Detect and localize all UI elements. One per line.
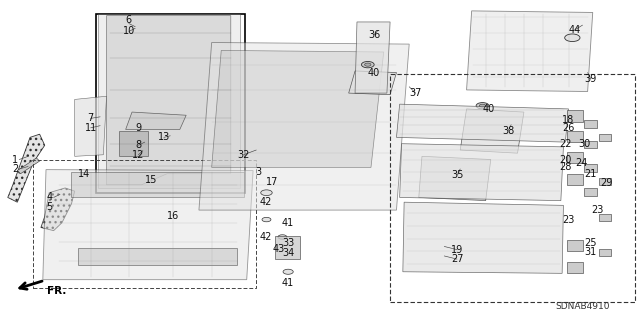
Text: 39: 39 xyxy=(585,74,597,84)
Text: 16: 16 xyxy=(167,211,180,221)
Polygon shape xyxy=(17,158,40,174)
Text: 17: 17 xyxy=(266,177,278,187)
Text: 12: 12 xyxy=(132,150,145,160)
Polygon shape xyxy=(99,14,241,188)
Bar xyxy=(390,74,636,302)
Text: 37: 37 xyxy=(410,88,422,98)
Text: 3: 3 xyxy=(255,167,261,177)
Text: 14: 14 xyxy=(78,169,90,179)
Text: 9: 9 xyxy=(135,123,141,133)
Bar xyxy=(567,240,583,251)
Polygon shape xyxy=(41,188,75,231)
Text: 27: 27 xyxy=(451,254,463,264)
Circle shape xyxy=(278,235,287,239)
Text: 21: 21 xyxy=(584,169,597,179)
Text: 35: 35 xyxy=(451,170,463,180)
Text: 43: 43 xyxy=(273,244,285,254)
Text: 22: 22 xyxy=(559,139,572,149)
Polygon shape xyxy=(106,16,231,185)
Text: 40: 40 xyxy=(483,104,495,114)
Text: 42: 42 xyxy=(260,197,272,207)
Bar xyxy=(567,152,583,163)
Polygon shape xyxy=(419,156,491,201)
Text: 4: 4 xyxy=(46,192,52,203)
Bar xyxy=(567,174,583,185)
Text: 20: 20 xyxy=(559,154,572,165)
Text: 32: 32 xyxy=(237,150,250,160)
Text: 1: 1 xyxy=(12,154,19,165)
Text: 7: 7 xyxy=(88,113,93,123)
Polygon shape xyxy=(349,71,396,95)
Bar xyxy=(599,178,611,185)
Text: 18: 18 xyxy=(563,115,575,125)
Circle shape xyxy=(283,269,293,274)
Text: 11: 11 xyxy=(84,123,97,133)
Text: 10: 10 xyxy=(123,26,135,36)
Text: 23: 23 xyxy=(563,215,575,225)
Bar xyxy=(584,120,597,128)
Polygon shape xyxy=(467,11,593,92)
Polygon shape xyxy=(460,109,524,153)
Polygon shape xyxy=(199,42,409,210)
Circle shape xyxy=(564,34,580,41)
Bar xyxy=(567,131,583,142)
Bar xyxy=(584,188,597,196)
Text: 23: 23 xyxy=(591,205,604,215)
Bar xyxy=(567,110,583,122)
Bar xyxy=(599,214,611,221)
Circle shape xyxy=(479,104,486,107)
Circle shape xyxy=(262,217,271,222)
Circle shape xyxy=(476,103,489,109)
Text: 29: 29 xyxy=(600,178,613,188)
Text: 2: 2 xyxy=(12,164,19,174)
Circle shape xyxy=(362,62,374,68)
Text: 42: 42 xyxy=(260,232,272,242)
Text: 26: 26 xyxy=(563,123,575,133)
Bar xyxy=(584,164,597,172)
Text: 40: 40 xyxy=(368,68,380,78)
Polygon shape xyxy=(43,170,253,280)
Text: 25: 25 xyxy=(584,238,597,248)
Text: 41: 41 xyxy=(282,278,294,288)
Bar xyxy=(567,262,583,273)
Text: 8: 8 xyxy=(135,140,141,150)
Text: 31: 31 xyxy=(585,247,597,257)
Circle shape xyxy=(260,190,272,196)
Text: 33: 33 xyxy=(282,238,294,248)
Polygon shape xyxy=(399,144,563,201)
Text: 44: 44 xyxy=(569,25,581,35)
Text: 5: 5 xyxy=(46,202,52,212)
Text: 6: 6 xyxy=(126,15,132,26)
Text: 28: 28 xyxy=(559,162,572,172)
Polygon shape xyxy=(396,104,568,142)
Text: 15: 15 xyxy=(145,175,157,185)
Text: 34: 34 xyxy=(282,248,294,258)
Text: 13: 13 xyxy=(157,132,170,142)
Text: SDNAB4910: SDNAB4910 xyxy=(556,302,611,311)
Polygon shape xyxy=(75,96,106,156)
Polygon shape xyxy=(355,22,390,93)
Polygon shape xyxy=(125,112,186,130)
Text: 19: 19 xyxy=(451,245,463,255)
Circle shape xyxy=(365,63,371,66)
Bar xyxy=(584,141,597,148)
Polygon shape xyxy=(119,131,148,156)
Text: 41: 41 xyxy=(282,218,294,228)
Text: 36: 36 xyxy=(368,30,380,40)
Polygon shape xyxy=(403,202,563,273)
Text: FR.: FR. xyxy=(47,286,67,296)
Text: 30: 30 xyxy=(579,139,591,149)
Text: 24: 24 xyxy=(575,158,588,168)
Polygon shape xyxy=(275,236,300,259)
Polygon shape xyxy=(72,172,244,197)
Polygon shape xyxy=(78,248,237,265)
Bar xyxy=(599,134,611,141)
Bar xyxy=(599,249,611,256)
Polygon shape xyxy=(212,50,384,167)
Text: 38: 38 xyxy=(502,126,514,136)
Polygon shape xyxy=(8,134,45,202)
Bar xyxy=(96,14,246,193)
